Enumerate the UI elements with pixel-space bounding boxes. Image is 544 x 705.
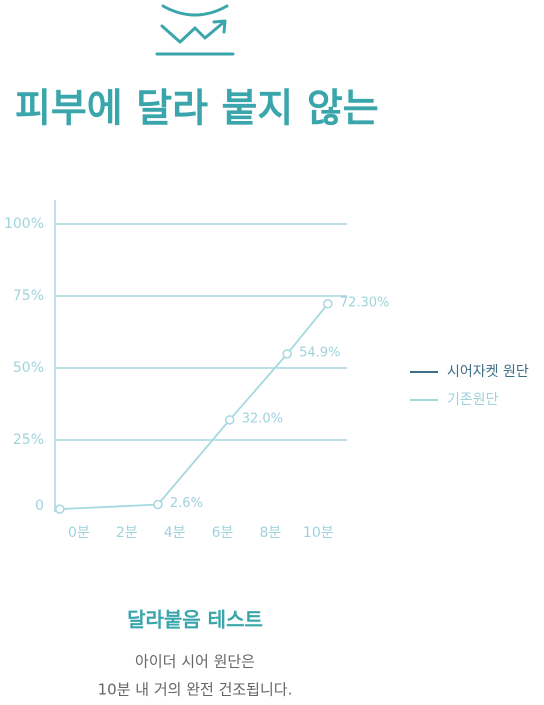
legend-label: 기존원단 <box>447 392 499 408</box>
x-tick-label: 0분 <box>68 525 90 541</box>
caption-line: 아이더 시어 원단은 <box>135 653 255 671</box>
x-tick-label: 2분 <box>116 525 138 541</box>
x-tick-label: 4분 <box>164 525 186 541</box>
data-label: 72.30% <box>340 295 390 310</box>
data-point <box>153 499 163 510</box>
x-tick-label: 10분 <box>303 525 334 541</box>
icon-arrowhead <box>212 19 227 34</box>
y-tick-label: 0 <box>35 498 44 514</box>
data-point <box>323 299 333 309</box>
legend-label: 시어자켓 원단 <box>447 364 529 380</box>
y-tick-label: 75% <box>13 288 44 304</box>
data-point <box>55 504 65 514</box>
icon-zigzag <box>160 20 226 44</box>
y-tick-label: 100% <box>4 216 44 232</box>
data-label: 2.6% <box>170 496 203 511</box>
x-tick-label: 6분 <box>212 525 234 541</box>
data-point <box>224 415 235 425</box>
page-title: 피부에 달라 붙지 않는 <box>15 87 379 132</box>
caption-line: 10분 내 거의 완전 건조됩니다. <box>98 681 293 699</box>
data-label: 54.9% <box>299 345 340 360</box>
icon <box>155 4 235 56</box>
icon-arc <box>161 4 229 17</box>
series-line <box>59 303 329 511</box>
data-point <box>282 349 292 359</box>
y-tick-label: 50% <box>13 360 44 376</box>
y-tick-label: 25% <box>13 432 44 448</box>
caption-heading: 달라붙음 테스트 <box>127 608 263 632</box>
x-tick-label: 8분 <box>260 525 282 541</box>
data-label: 32.0% <box>242 411 283 426</box>
